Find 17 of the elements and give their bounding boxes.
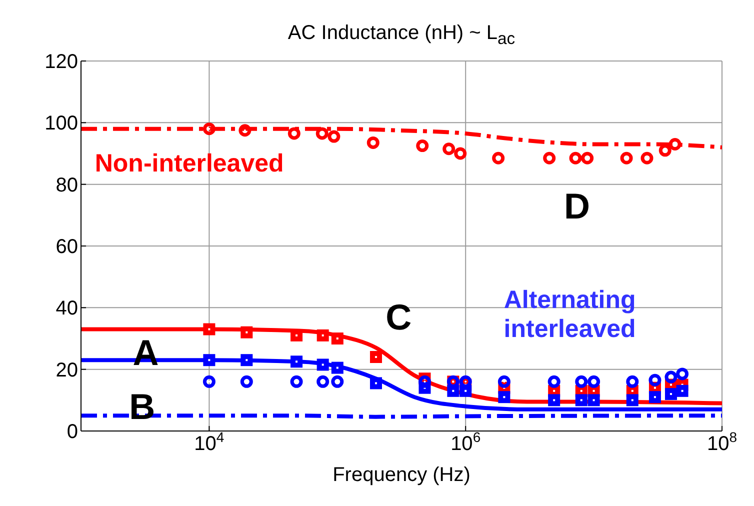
x-tick-label: 10$^{8}$ (706, 429, 738, 455)
annotation: Non-interleaved (94, 150, 284, 178)
y-tick-label: 80 (56, 174, 78, 196)
y-tick-label: 60 (56, 236, 78, 258)
annotation: D (564, 186, 590, 227)
y-tick-label: 120 (44, 51, 78, 73)
annotation: Alternating interleaved (504, 286, 636, 343)
annotation: B (129, 386, 156, 427)
chart-title: AC Inductance (nH) ~ L$_{ac}$ (286, 22, 516, 49)
y-tick-label: 40 (56, 298, 78, 320)
x-axis-title: Frequency (Hz) (332, 464, 470, 486)
y-tick-label: 100 (44, 112, 78, 135)
y-tick-label: 20 (56, 359, 78, 382)
annotation: C (386, 296, 412, 338)
y-tick-label: 0 (66, 421, 78, 443)
x-tick-label: 10$^{6}$ (450, 429, 481, 455)
x-tick-label: 10$^{4}$ (194, 429, 224, 455)
